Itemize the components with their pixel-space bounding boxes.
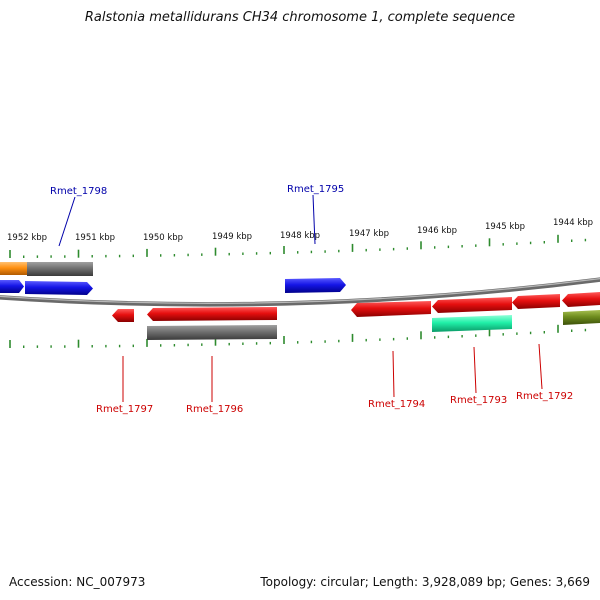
reverse-strand-features — [112, 292, 600, 340]
gene-label-rmet-1793[interactable]: Rmet_1793 — [450, 395, 507, 406]
gene-label-rmet-1796[interactable]: Rmet_1796 — [186, 404, 243, 415]
gene-labels: Rmet_1798 Rmet_1795 Rmet_1797 Rmet_1796 … — [50, 184, 573, 415]
teal-feature-block[interactable] — [432, 315, 512, 332]
gene-label-rmet-1794[interactable]: Rmet_1794 — [368, 399, 425, 410]
leader-rmet-1794 — [392, 350, 395, 398]
chromosome-backbone-highlight — [0, 278, 600, 304]
gene-arrow-rmet-1793[interactable] — [432, 297, 512, 313]
gene-arrow-rmet-1795[interactable] — [285, 278, 346, 293]
olive-feature-block[interactable] — [563, 310, 600, 325]
ruler-label-1944: 1944 kbp — [553, 218, 593, 228]
orange-feature-block[interactable] — [0, 262, 27, 275]
ruler-label-1945: 1945 kbp — [485, 222, 525, 232]
gene-arrow-rmet-1794[interactable] — [351, 301, 431, 317]
ruler-label-1951: 1951 kbp — [75, 233, 115, 243]
gene-label-rmet-1798[interactable]: Rmet_1798 — [50, 186, 107, 197]
leader-rmet-1793 — [473, 346, 477, 394]
gene-label-rmet-1792[interactable]: Rmet_1792 — [516, 391, 573, 402]
outer-ruler-ticks — [9, 234, 587, 258]
ruler-label-1946: 1946 kbp — [417, 226, 457, 236]
ruler-label-1950: 1950 kbp — [143, 233, 183, 243]
gene-arrow-right-edge[interactable] — [562, 292, 600, 307]
gene-arrow-rmet-1796[interactable] — [147, 307, 277, 321]
gene-label-rmet-1795[interactable]: Rmet_1795 — [287, 184, 344, 195]
leader-rmet-1792 — [538, 343, 543, 390]
accession-text: Accession: NC_007973 — [9, 575, 146, 589]
gene-label-leaders — [58, 194, 543, 402]
gray-feature-block-upper[interactable] — [27, 262, 93, 276]
leader-rmet-1795 — [312, 194, 316, 245]
ruler-label-1949: 1949 kbp — [212, 232, 252, 242]
gray-feature-block-lower[interactable] — [147, 325, 277, 340]
chromosome-backbone — [0, 277, 600, 307]
ruler-labels: 1952 kbp 1951 kbp 1950 kbp 1949 kbp 1948… — [7, 218, 593, 243]
leader-rmet-1798 — [58, 196, 76, 247]
map-title: Ralstonia metallidurans CH34 chromosome … — [84, 10, 516, 25]
gene-arrow-rmet-1798[interactable] — [25, 281, 93, 295]
topology-text: Topology: circular; Length: 3,928,089 bp… — [260, 575, 590, 589]
inner-ruler-ticks — [9, 324, 587, 348]
gene-arrow-forward-left-edge[interactable] — [0, 280, 24, 293]
ruler-label-1952: 1952 kbp — [7, 233, 47, 243]
gene-arrow-rmet-1792[interactable] — [512, 294, 560, 309]
gene-arrow-rmet-1797[interactable] — [112, 309, 134, 322]
ruler-label-1948: 1948 kbp — [280, 231, 320, 241]
gene-label-rmet-1797[interactable]: Rmet_1797 — [96, 404, 153, 415]
forward-strand-features — [0, 262, 346, 295]
ruler-label-1947: 1947 kbp — [349, 229, 389, 239]
